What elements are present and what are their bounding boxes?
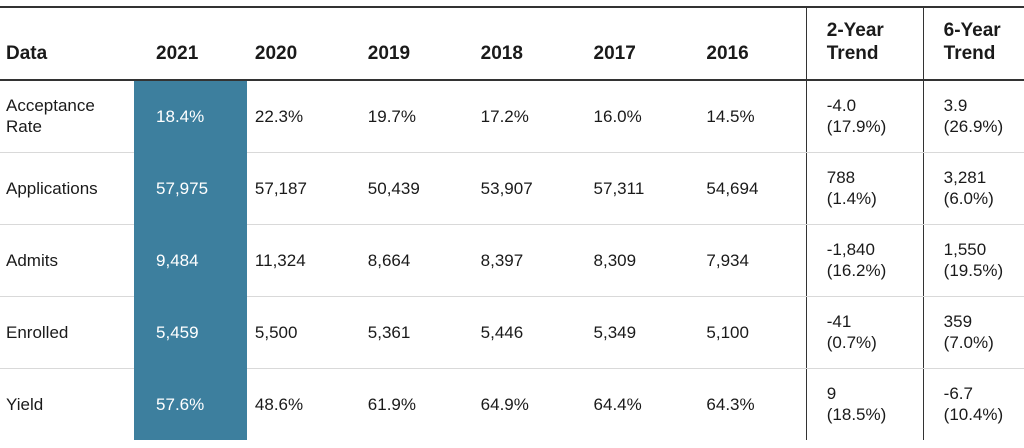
cell-value: 5,361 <box>359 296 473 369</box>
cell-value: 11,324 <box>246 224 360 297</box>
cell-value: 5,446 <box>472 296 586 369</box>
cell-value: 22.3% <box>246 80 360 153</box>
table-row: Acceptance Rate 18.4% 22.3% 19.7% 17.2% 16.0% 1… <box>0 80 1024 153</box>
column-header-2017: 2017 <box>585 8 699 81</box>
column-header-6-year-trend: 6-Year Trend <box>922 8 1024 81</box>
cell-6-year-trend: -6.7 (10.4%) <box>922 368 1024 440</box>
column-header-2021: 2021 <box>134 8 247 81</box>
cell-value: 57.6% <box>134 368 247 440</box>
cell-value: 54,694 <box>698 152 807 225</box>
cell-value: 5,100 <box>698 296 807 369</box>
cell-2-year-trend: 9 (18.5%) <box>805 368 924 440</box>
table-row: Yield 57.6% 48.6% 61.9% 64.9% 64.4% 64.3% 9 (18.… <box>0 368 1024 440</box>
cell-value: 53,907 <box>472 152 586 225</box>
row-label: Enrolled <box>0 296 135 369</box>
column-header-2019: 2019 <box>359 8 473 81</box>
cell-value: 17.2% <box>472 80 586 153</box>
cell-2-year-trend: 788 (1.4%) <box>805 152 924 225</box>
header-row: Data 2021 2020 2019 2018 2017 2016 2-Year Trend 6… <box>0 8 1024 81</box>
cell-value: 7,934 <box>698 224 807 297</box>
cell-value: 64.3% <box>706 394 755 414</box>
table-row: Applications 57,975 57,187 50,439 53,907 57,3… <box>0 152 1024 225</box>
cell-value: 50,439 <box>359 152 473 225</box>
cell-6-year-trend: 1,550 (19.5%) <box>922 224 1024 297</box>
cell-value: 18.4% <box>134 80 247 153</box>
admissions-data-table: Data 2021 2020 2019 2018 2017 2016 2-Year Trend 6… <box>0 8 1024 440</box>
cell-value: 5,459 <box>134 296 247 369</box>
cell-value: 14.5% <box>698 80 807 153</box>
column-header-data: Data <box>0 8 135 81</box>
column-header-2016: 2016 <box>698 8 807 81</box>
cell-value: 19.7% <box>359 80 473 153</box>
row-label: Applications <box>0 152 135 225</box>
row-label: Yield <box>6 394 44 414</box>
cell-2-year-trend: -41 (0.7%) <box>805 296 924 369</box>
cell-value: 9,484 <box>134 224 247 297</box>
cell-value: 57,311 <box>585 152 699 225</box>
cell-value: 57,975 <box>134 152 247 225</box>
cell-value: 5,500 <box>246 296 360 369</box>
cell-value: 8,397 <box>472 224 586 297</box>
cell-6-year-trend: 3,281 (6.0%) <box>922 152 1024 225</box>
cell-value: 61.9% <box>367 394 416 414</box>
cell-6-year-trend: 3.9 (26.9%) <box>922 80 1024 153</box>
cell-6-year-trend: 359 (7.0%) <box>922 296 1024 369</box>
cell-value: 64.9% <box>480 394 529 414</box>
cell-value: 48.6% <box>254 394 304 414</box>
cell-value: 16.0% <box>585 80 699 153</box>
cell-value: 57,187 <box>246 152 360 225</box>
cell-2-year-trend: -1,840 (16.2%) <box>805 224 924 297</box>
row-label: Acceptance Rate <box>0 80 135 153</box>
column-header-2-year-trend: 2-Year Trend <box>805 8 924 81</box>
row-label: Admits <box>0 224 135 297</box>
cell-value: 64.4% <box>593 394 642 414</box>
cell-value: 8,664 <box>359 224 473 297</box>
table-row: Enrolled 5,459 5,500 5,361 5,446 5,349 5,100 -4… <box>0 296 1024 369</box>
table-row: Admits 9,484 11,324 8,664 8,397 8,309 7,934 -1,… <box>0 224 1024 297</box>
cell-value: 8,309 <box>585 224 699 297</box>
cell-2-year-trend: -4.0 (17.9%) <box>805 80 924 153</box>
table-body: Acceptance Rate 18.4% 22.3% 19.7% 17.2% 16.0% 1… <box>0 80 1024 440</box>
column-header-2018: 2018 <box>472 8 586 81</box>
top-rule <box>0 6 1024 8</box>
cell-value: 5,349 <box>585 296 699 369</box>
column-header-2020: 2020 <box>246 8 360 81</box>
